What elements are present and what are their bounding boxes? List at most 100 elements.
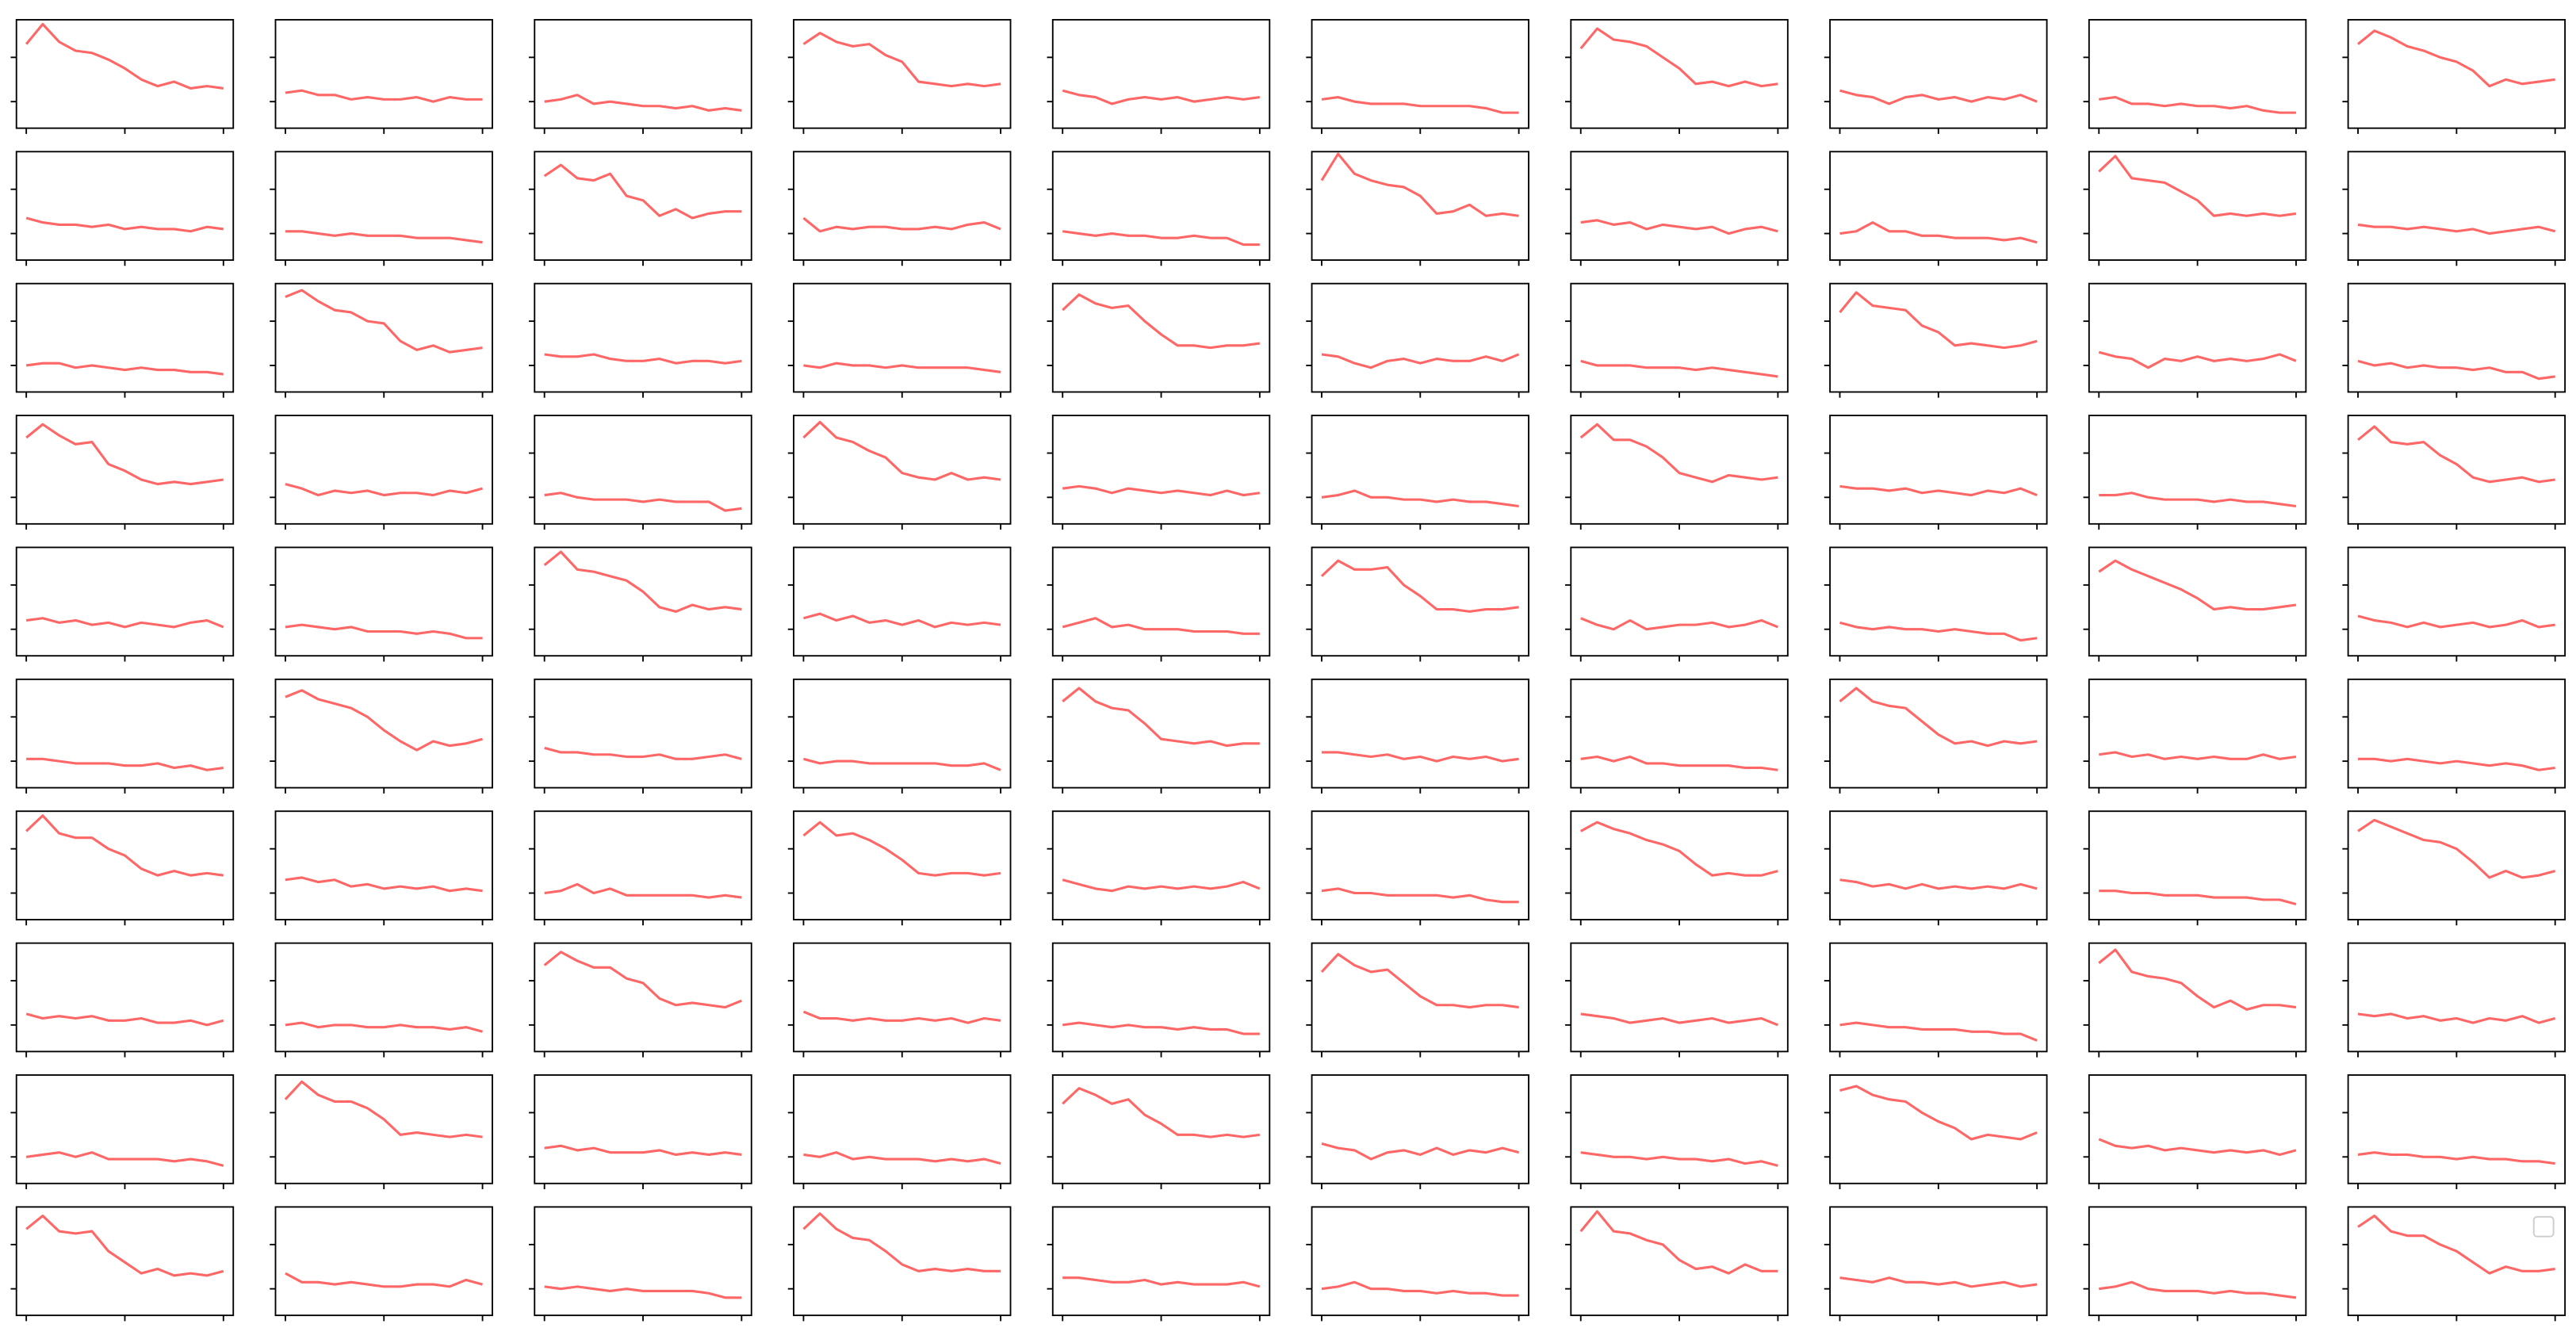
data-line xyxy=(803,757,1001,771)
axes-frame xyxy=(1570,282,1789,393)
data-line xyxy=(1062,293,1261,350)
data-line xyxy=(2357,614,2555,629)
axes-frame xyxy=(2347,1074,2566,1184)
data-line xyxy=(2099,96,2296,114)
data-line xyxy=(25,1012,224,1027)
axes-frame xyxy=(2088,282,2307,393)
data-line xyxy=(1839,89,2038,105)
axes-frame xyxy=(1051,1206,1271,1317)
data-line xyxy=(1580,755,1778,771)
data-line xyxy=(2357,223,2556,235)
axes-frame xyxy=(1051,678,1271,789)
data-line xyxy=(25,22,224,90)
axes-frame xyxy=(1829,1074,2048,1184)
axes-frame xyxy=(1829,1206,2048,1317)
axes-frame xyxy=(15,678,235,789)
data-line xyxy=(1062,1276,1261,1288)
data-line xyxy=(1839,687,2038,748)
data-line xyxy=(544,1285,742,1299)
axes-frame xyxy=(1570,942,1789,1053)
data-line xyxy=(25,423,224,486)
data-line xyxy=(802,420,1001,481)
data-line xyxy=(802,216,1001,233)
data-line xyxy=(26,757,224,771)
data-line xyxy=(2357,1215,2555,1275)
data-line xyxy=(25,1215,224,1277)
axes-frame xyxy=(534,1074,752,1184)
data-line xyxy=(544,882,742,899)
axes-frame xyxy=(534,810,752,920)
axes-frame xyxy=(1570,1074,1789,1184)
axes-frame xyxy=(793,1074,1012,1184)
data-line xyxy=(2357,425,2555,484)
axes-frame xyxy=(534,942,752,1053)
axes-frame xyxy=(1829,810,2048,920)
data-line xyxy=(1321,1280,1519,1297)
data-line xyxy=(2098,1138,2297,1157)
legend xyxy=(2532,1215,2555,1238)
data-line xyxy=(802,32,1001,88)
axes-frame xyxy=(15,282,235,393)
axes-frame xyxy=(534,546,752,657)
data-line xyxy=(285,1021,483,1033)
axes-frame xyxy=(793,1206,1012,1317)
axes-frame xyxy=(1051,942,1271,1053)
axes-frame xyxy=(2347,151,2566,261)
data-line xyxy=(25,216,224,233)
data-line xyxy=(1062,1087,1261,1138)
axes-frame xyxy=(1051,18,1271,129)
axes-frame xyxy=(274,678,493,789)
axes-frame xyxy=(274,1206,493,1317)
data-line xyxy=(285,623,483,640)
axes-frame xyxy=(534,18,752,129)
axes-frame xyxy=(534,1206,752,1317)
axes-frame xyxy=(793,942,1012,1053)
axes-frame xyxy=(1311,151,1529,261)
axes-frame xyxy=(1829,415,2048,525)
axes-frame xyxy=(2088,151,2307,261)
axes-frame xyxy=(2088,678,2307,789)
axes-frame xyxy=(274,546,493,657)
axes-frame xyxy=(1051,282,1271,393)
axes-frame xyxy=(15,942,235,1053)
data-line xyxy=(543,163,742,220)
axes-frame xyxy=(1311,415,1529,525)
axes-frame xyxy=(15,151,235,261)
data-line xyxy=(284,1080,483,1138)
axes-frame xyxy=(534,151,752,261)
axes-frame xyxy=(1311,1206,1529,1317)
data-line xyxy=(1320,559,1519,613)
data-line xyxy=(1580,1012,1778,1027)
data-line xyxy=(2357,359,2555,381)
axes-frame xyxy=(1051,810,1271,920)
axes-frame xyxy=(274,810,493,920)
data-line xyxy=(285,289,483,354)
data-line xyxy=(285,689,483,752)
data-line xyxy=(1062,1021,1260,1035)
axes-frame xyxy=(2088,1206,2307,1317)
data-line xyxy=(1321,353,1520,369)
axes-frame xyxy=(2347,810,2566,920)
data-line xyxy=(2098,559,2297,611)
data-line xyxy=(1062,484,1261,497)
axes-frame xyxy=(1570,678,1789,789)
axes-frame xyxy=(15,810,235,920)
data-line xyxy=(1320,953,1519,1009)
axes-frame xyxy=(793,282,1012,393)
data-line xyxy=(544,1144,742,1157)
data-line xyxy=(544,353,742,365)
data-line xyxy=(2357,818,2556,879)
axes-frame xyxy=(1051,151,1271,261)
data-line xyxy=(543,951,742,1009)
axes-frame xyxy=(15,546,235,657)
data-line xyxy=(1580,359,1778,378)
data-line xyxy=(1839,878,2038,890)
axes-frame xyxy=(2347,678,2566,789)
axes-frame xyxy=(2088,1074,2307,1184)
axes-frame xyxy=(1311,810,1529,920)
data-line xyxy=(285,89,483,103)
data-line xyxy=(1579,27,1778,88)
data-line xyxy=(1839,221,2038,244)
